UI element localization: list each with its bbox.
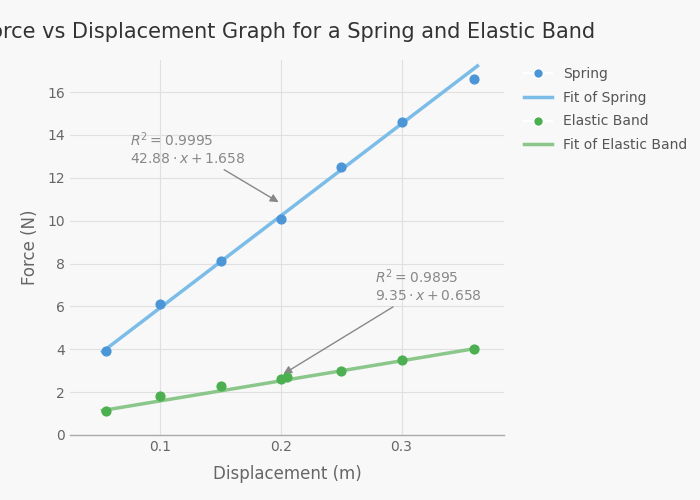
Point [336,366,347,374]
Point [396,356,407,364]
Point [468,346,480,354]
Point [396,118,407,126]
Point [215,258,226,266]
Legend: Spring, Fit of Spring, Elastic Band, Fit of Elastic Band: Spring, Fit of Spring, Elastic Band, Fit… [524,67,687,152]
Text: $R^2 = 0.9995$
$42.88 \cdot x +1.658$: $R^2 = 0.9995$ $42.88 \cdot x +1.658$ [130,130,277,202]
Point [275,376,286,384]
Point [101,408,112,416]
Point [101,348,112,356]
Y-axis label: Force (N): Force (N) [21,210,39,285]
X-axis label: Displacement (m): Displacement (m) [213,465,361,483]
Title: Force vs Displacement Graph for a Spring and Elastic Band: Force vs Displacement Graph for a Spring… [0,22,595,42]
Point [215,382,226,390]
Point [275,214,286,222]
Text: $R^2 = 0.9895$
$9.35 \cdot x +0.658$: $R^2 = 0.9895$ $9.35 \cdot x +0.658$ [285,268,482,373]
Point [155,392,166,400]
Point [281,373,293,381]
Point [155,300,166,308]
Point [468,76,480,84]
Point [336,163,347,171]
